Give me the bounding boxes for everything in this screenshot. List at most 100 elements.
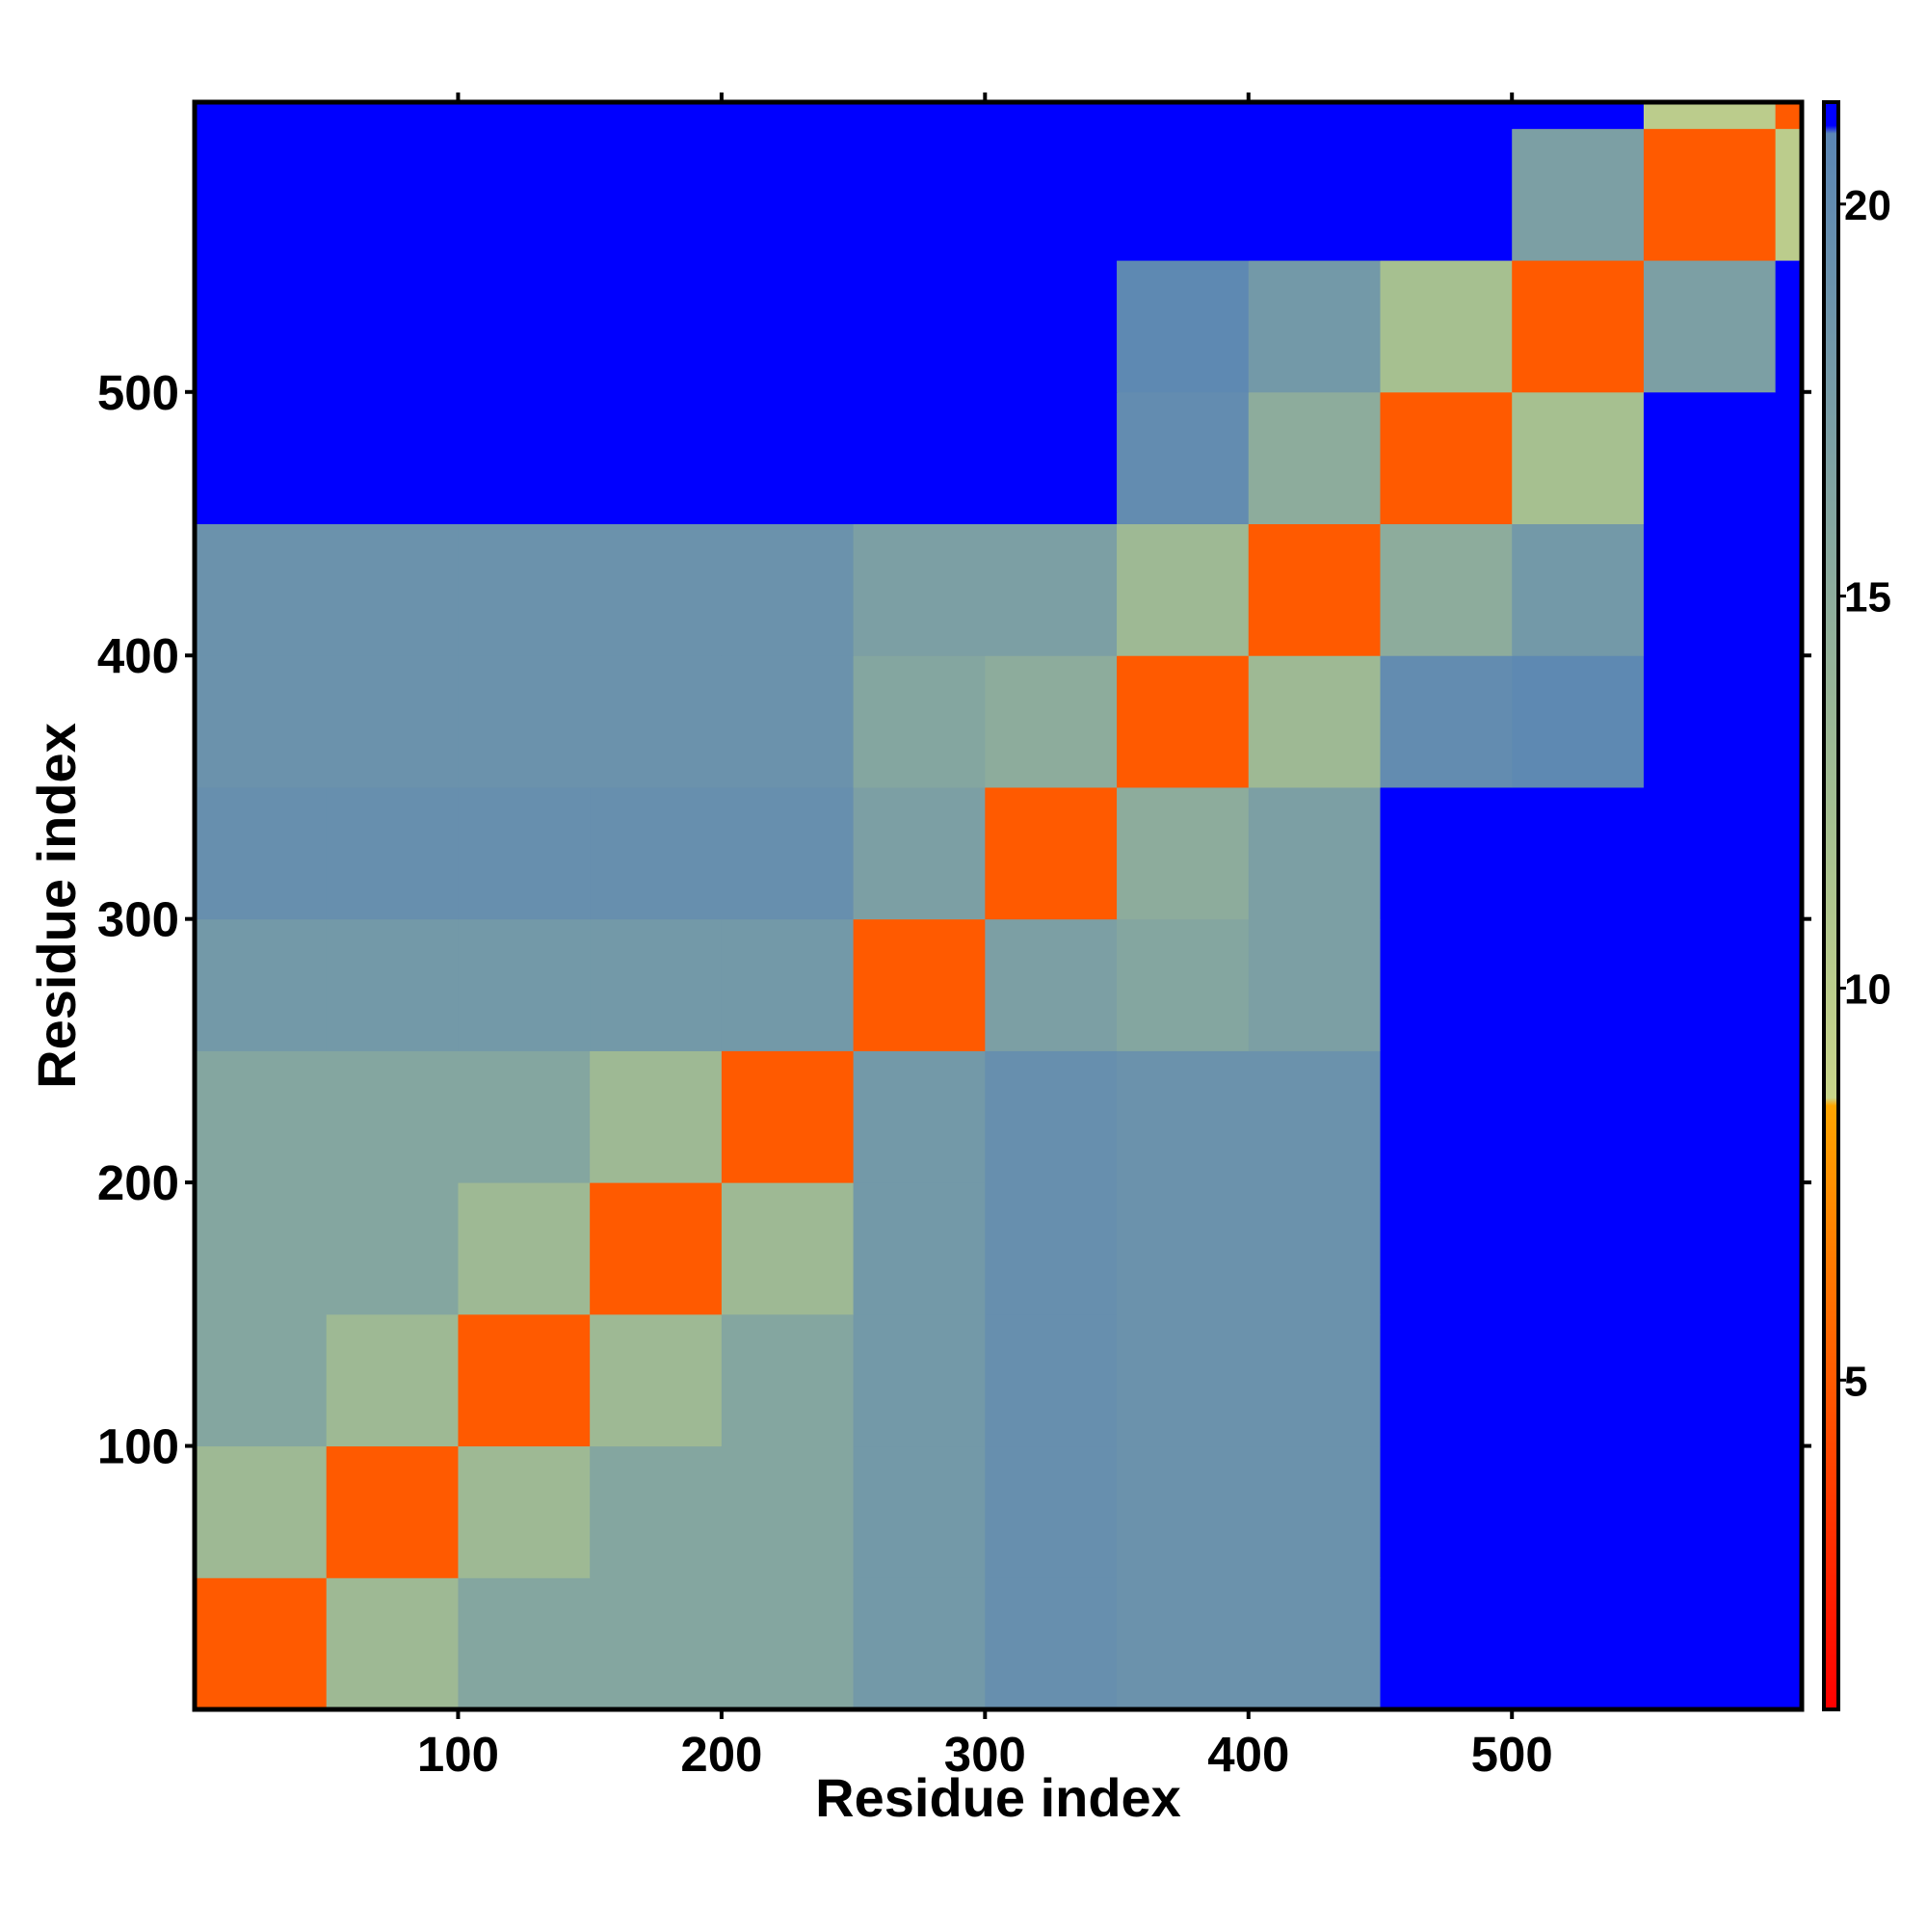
heatmap-cell <box>1380 128 1513 261</box>
heatmap-cell <box>1775 391 1803 525</box>
heatmap-cell <box>1775 523 1803 656</box>
heatmap-cell <box>590 786 723 920</box>
heatmap-cell <box>1117 1050 1250 1183</box>
heatmap-cell <box>1512 1182 1645 1315</box>
heatmap-cell <box>1512 1313 1645 1447</box>
y-tick-label: 200 <box>97 1155 179 1210</box>
heatmap-cell <box>458 1313 591 1447</box>
heatmap-cell <box>1248 523 1381 656</box>
heatmap-cell <box>1775 1313 1803 1447</box>
heatmap-cell <box>853 102 986 129</box>
heatmap-cell <box>458 786 591 920</box>
heatmap-cell <box>721 102 855 129</box>
heatmap-cell <box>1512 391 1645 525</box>
heatmap-cell <box>853 1445 986 1578</box>
heatmap-cell <box>853 391 986 525</box>
y-tick-label: 300 <box>97 892 179 947</box>
heatmap-cell <box>1380 655 1513 788</box>
heatmap-cell <box>1643 523 1777 656</box>
heatmap-cell <box>1248 786 1381 920</box>
heatmap-cell <box>985 1182 1118 1315</box>
heatmap-cell <box>1380 102 1513 129</box>
heatmap-cell <box>1380 1445 1513 1578</box>
heatmap-cell <box>326 102 459 129</box>
heatmap-cell <box>1117 655 1250 788</box>
heatmap-cell <box>326 260 459 393</box>
heatmap-cell <box>326 655 459 788</box>
heatmap-cell <box>853 260 986 393</box>
heatmap-cell <box>326 1445 459 1578</box>
heatmap-cell <box>721 1445 855 1578</box>
heatmap-cell <box>326 1313 459 1447</box>
heatmap-cell <box>326 1577 459 1710</box>
heatmap-cell <box>1512 918 1645 1051</box>
heatmap-cell <box>853 655 986 788</box>
heatmap-cell <box>1643 102 1777 129</box>
heatmap-cell <box>1643 1445 1777 1578</box>
x-tick-label: 200 <box>680 1727 762 1782</box>
colorbar-tick-label: 15 <box>1844 574 1891 622</box>
heatmap-cell <box>195 128 328 261</box>
heatmap-cell <box>458 128 591 261</box>
heatmap-cell <box>853 786 986 920</box>
heatmap-cell <box>1775 1050 1803 1183</box>
heatmap <box>195 102 1803 1710</box>
heatmap-cell <box>1117 391 1250 525</box>
heatmap-cell <box>1380 786 1513 920</box>
heatmap-cell <box>853 1050 986 1183</box>
heatmap-cell <box>1775 655 1803 788</box>
heatmap-cell <box>1117 786 1250 920</box>
heatmap-cell <box>1512 260 1645 393</box>
heatmap-cell <box>853 1313 986 1447</box>
heatmap-cell <box>985 1445 1118 1578</box>
heatmap-cell <box>985 1313 1118 1447</box>
heatmap-cell <box>1117 128 1250 261</box>
heatmap-cell <box>1775 918 1803 1051</box>
heatmap-cell <box>590 128 723 261</box>
heatmap-cell <box>1512 102 1645 129</box>
heatmap-cell <box>1117 1445 1250 1578</box>
heatmap-cell <box>326 391 459 525</box>
heatmap-cell <box>1117 523 1250 656</box>
heatmap-cell <box>1380 1050 1513 1183</box>
y-tick-label: 500 <box>97 365 179 420</box>
heatmap-cell <box>1643 786 1777 920</box>
heatmap-cell <box>853 128 986 261</box>
heatmap-cell <box>1248 1445 1381 1578</box>
heatmap-cell <box>985 260 1118 393</box>
heatmap-cell <box>458 1577 591 1710</box>
heatmap-cell <box>1643 260 1777 393</box>
heatmap-cell <box>1512 655 1645 788</box>
x-tick-label: 400 <box>1207 1727 1289 1782</box>
plot-frame <box>192 99 1805 1712</box>
heatmap-cell <box>1380 1313 1513 1447</box>
heatmap-cell <box>1248 1577 1381 1710</box>
heatmap-cell <box>721 1577 855 1710</box>
heatmap-cell <box>458 918 591 1051</box>
heatmap-cell <box>721 1050 855 1183</box>
heatmap-cell <box>458 1050 591 1183</box>
heatmap-cell <box>195 1313 328 1447</box>
heatmap-cell <box>853 523 986 656</box>
heatmap-cell <box>326 918 459 1051</box>
heatmap-cell <box>590 260 723 393</box>
heatmap-cell <box>721 391 855 525</box>
heatmap-cell <box>1512 1050 1645 1183</box>
heatmap-cell <box>1380 391 1513 525</box>
heatmap-cell <box>853 1577 986 1710</box>
heatmap-cell <box>326 1050 459 1183</box>
heatmap-cell <box>590 523 723 656</box>
heatmap-cell <box>721 918 855 1051</box>
heatmap-cell <box>590 918 723 1051</box>
heatmap-cell <box>590 1050 723 1183</box>
heatmap-cell <box>1643 1182 1777 1315</box>
heatmap-cell <box>458 655 591 788</box>
heatmap-cell <box>458 391 591 525</box>
heatmap-cell <box>1512 128 1645 261</box>
heatmap-cell <box>721 786 855 920</box>
heatmap-cell <box>985 918 1118 1051</box>
heatmap-cell <box>1248 1182 1381 1315</box>
heatmap-cell <box>1775 102 1803 129</box>
heatmap-cell <box>326 128 459 261</box>
